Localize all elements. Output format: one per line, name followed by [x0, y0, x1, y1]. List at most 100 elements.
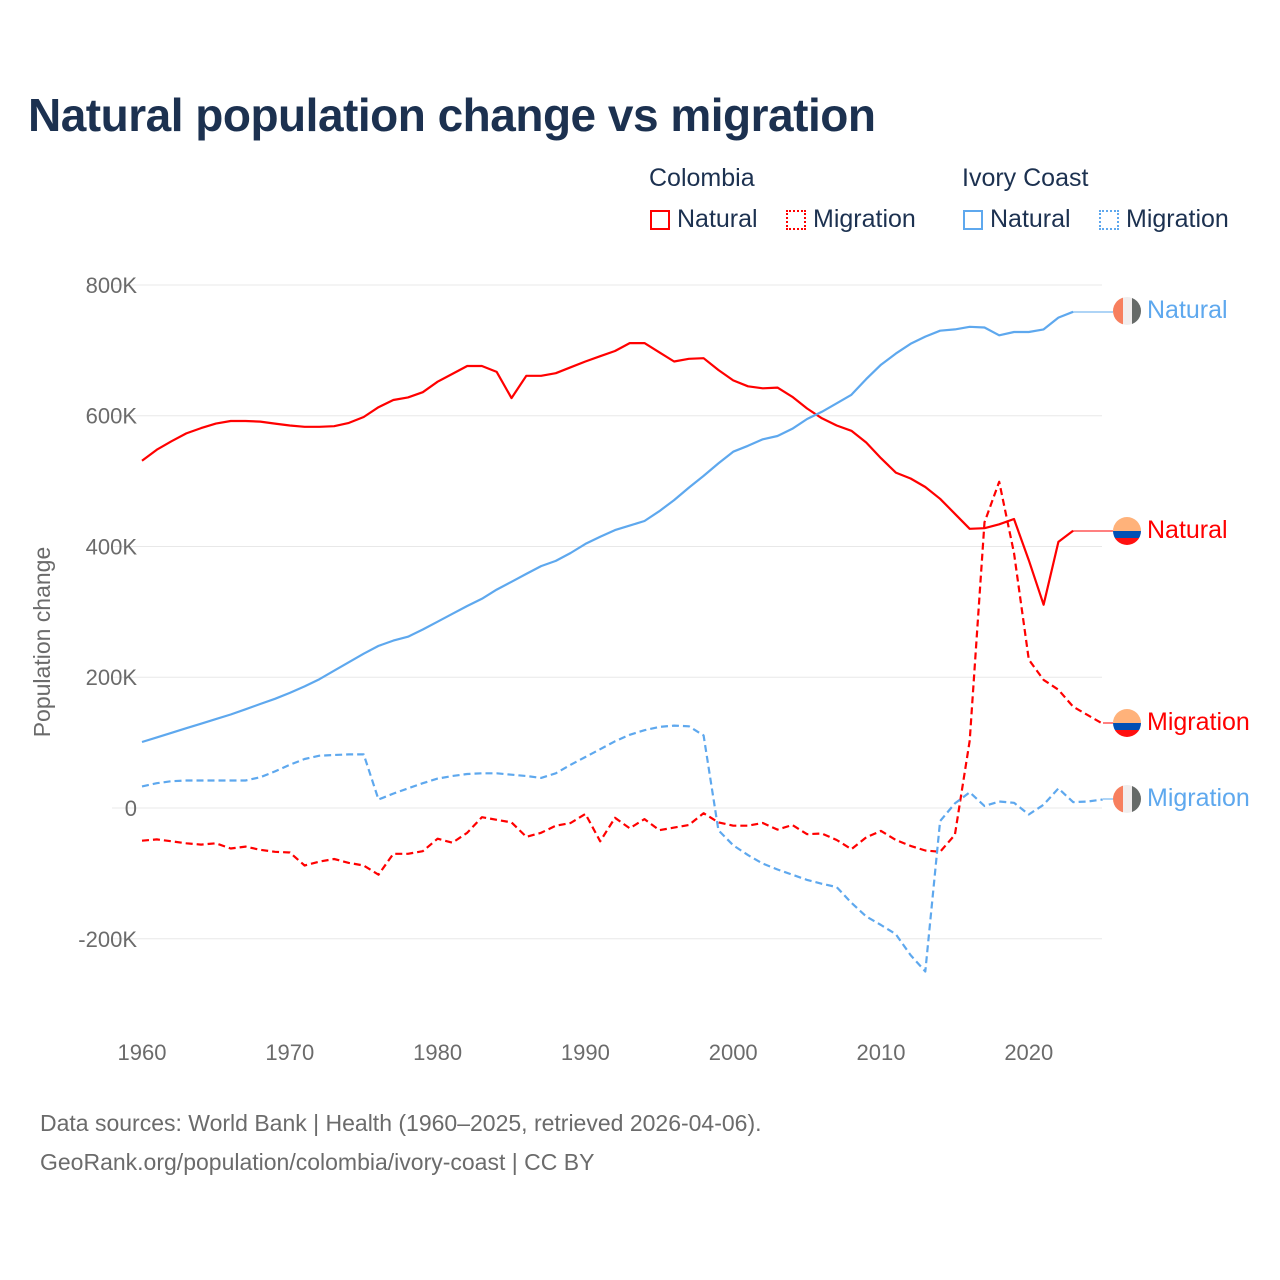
data-point[interactable] — [213, 716, 219, 722]
data-point[interactable] — [479, 814, 485, 820]
data-point[interactable] — [420, 389, 426, 395]
data-point[interactable] — [494, 369, 500, 375]
legend-item-colombia-natural[interactable]: Natural — [650, 205, 758, 234]
data-point[interactable] — [908, 843, 914, 849]
data-point[interactable] — [523, 834, 529, 840]
data-point[interactable] — [627, 340, 633, 346]
data-point[interactable] — [952, 800, 958, 806]
data-point[interactable] — [316, 676, 322, 682]
data-point[interactable] — [878, 362, 884, 368]
data-point[interactable] — [169, 838, 175, 844]
data-point[interactable] — [361, 414, 367, 420]
data-point[interactable] — [760, 436, 766, 442]
data-point[interactable] — [730, 377, 736, 383]
data-point[interactable] — [1055, 785, 1061, 791]
data-point[interactable] — [612, 815, 618, 821]
data-point[interactable] — [745, 383, 751, 389]
data-point[interactable] — [1026, 557, 1032, 563]
data-point[interactable] — [582, 811, 588, 817]
data-point[interactable] — [449, 840, 455, 846]
data-point[interactable] — [922, 847, 928, 853]
data-point[interactable] — [730, 449, 736, 455]
data-point[interactable] — [494, 817, 500, 823]
data-point[interactable] — [775, 827, 781, 833]
data-point[interactable] — [1085, 798, 1091, 804]
data-point[interactable] — [848, 846, 854, 852]
data-point[interactable] — [893, 351, 899, 357]
data-point[interactable] — [878, 922, 884, 928]
data-point[interactable] — [287, 849, 293, 855]
data-point[interactable] — [494, 770, 500, 776]
data-point[interactable] — [1055, 687, 1061, 693]
data-point[interactable] — [154, 780, 160, 786]
data-point[interactable] — [937, 818, 943, 824]
data-point[interactable] — [169, 730, 175, 736]
data-point[interactable] — [981, 519, 987, 525]
data-point[interactable] — [789, 426, 795, 432]
data-point[interactable] — [701, 355, 707, 361]
data-point[interactable] — [597, 746, 603, 752]
data-point[interactable] — [952, 326, 958, 332]
data-point[interactable] — [479, 770, 485, 776]
data-point[interactable] — [627, 825, 633, 831]
data-point[interactable] — [405, 634, 411, 640]
data-point[interactable] — [316, 753, 322, 759]
data-point[interactable] — [893, 931, 899, 937]
data-point[interactable] — [169, 438, 175, 444]
data-point[interactable] — [1041, 602, 1047, 608]
data-point[interactable] — [553, 370, 559, 376]
data-point[interactable] — [538, 563, 544, 569]
data-point[interactable] — [405, 851, 411, 857]
data-point[interactable] — [154, 447, 160, 453]
data-point[interactable] — [730, 842, 736, 848]
data-point[interactable] — [1055, 539, 1061, 545]
data-point[interactable] — [789, 822, 795, 828]
data-point[interactable] — [302, 756, 308, 762]
data-point[interactable] — [257, 774, 263, 780]
data-point[interactable] — [169, 778, 175, 784]
data-point[interactable] — [538, 373, 544, 379]
data-point[interactable] — [686, 485, 692, 491]
data-point[interactable] — [228, 712, 234, 718]
data-point[interactable] — [242, 778, 248, 784]
data-point[interactable] — [464, 363, 470, 369]
data-point[interactable] — [804, 831, 810, 837]
data-point[interactable] — [908, 341, 914, 347]
data-point[interactable] — [775, 433, 781, 439]
data-point[interactable] — [568, 364, 574, 370]
data-point[interactable] — [509, 819, 515, 825]
data-point[interactable] — [878, 828, 884, 834]
data-point[interactable] — [523, 373, 529, 379]
data-point[interactable] — [1041, 326, 1047, 332]
data-point[interactable] — [375, 404, 381, 410]
data-point[interactable] — [701, 473, 707, 479]
data-point[interactable] — [331, 668, 337, 674]
data-point[interactable] — [420, 848, 426, 854]
data-point[interactable] — [1085, 712, 1091, 718]
data-point[interactable] — [671, 497, 677, 503]
data-point[interactable] — [686, 822, 692, 828]
data-point[interactable] — [1011, 550, 1017, 556]
data-point[interactable] — [893, 470, 899, 476]
data-point[interactable] — [139, 458, 145, 464]
data-point[interactable] — [582, 541, 588, 547]
data-point[interactable] — [1026, 812, 1032, 818]
data-point[interactable] — [819, 409, 825, 415]
data-point[interactable] — [996, 479, 1002, 485]
data-point[interactable] — [612, 738, 618, 744]
data-point[interactable] — [642, 816, 648, 822]
data-point[interactable] — [509, 579, 515, 585]
data-point[interactable] — [198, 842, 204, 848]
data-point[interactable] — [597, 534, 603, 540]
data-point[interactable] — [568, 762, 574, 768]
data-point[interactable] — [686, 723, 692, 729]
data-point[interactable] — [405, 394, 411, 400]
data-point[interactable] — [272, 421, 278, 427]
data-point[interactable] — [553, 823, 559, 829]
data-point[interactable] — [656, 508, 662, 514]
data-point[interactable] — [287, 423, 293, 429]
data-point[interactable] — [760, 385, 766, 391]
data-point[interactable] — [390, 851, 396, 857]
data-point[interactable] — [257, 701, 263, 707]
data-point[interactable] — [242, 418, 248, 424]
